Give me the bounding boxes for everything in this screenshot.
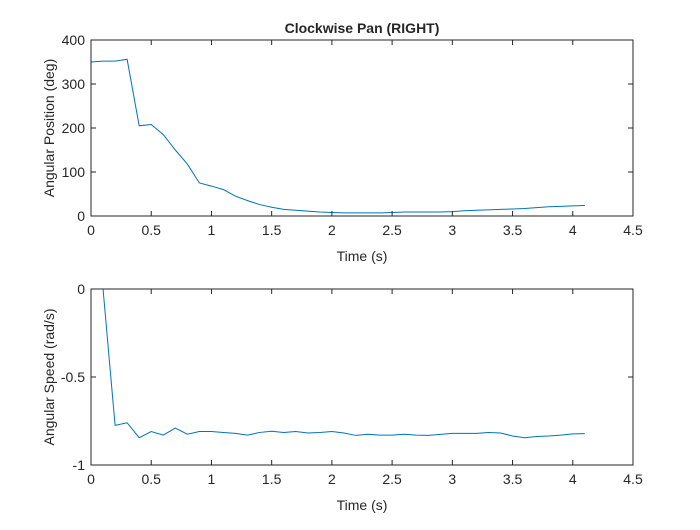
speed-x-tick-label: 0.5 — [141, 471, 161, 487]
speed-ticks-group: 0 0.5 1 1.5 2 2.5 3 3.5 4 4.5 -1 -0.5 0 — [61, 281, 643, 487]
speed-x-tick-label: 3 — [448, 471, 456, 487]
speed-axes-frame — [90, 288, 634, 466]
position-plot-area — [91, 40, 633, 216]
speed-y-axis-label: Angular Speed (rad/s) — [41, 309, 57, 446]
position-y-tick-label: 100 — [62, 164, 86, 180]
speed-plot-area — [91, 289, 633, 465]
position-y-tick-label: 0 — [77, 208, 85, 224]
speed-y-tick-label: -0.5 — [61, 369, 85, 385]
position-x-tick-label: 2 — [328, 222, 336, 238]
speed-x-tick-label: 0 — [87, 471, 95, 487]
position-ticks-group: 0 0.5 1 1.5 2 2.5 3 3.5 4 4.5 0 100 200 300 400 — [62, 32, 643, 238]
speed-x-tick-label: 2 — [328, 471, 336, 487]
position-y-tick-label: 300 — [62, 76, 86, 92]
position-x-tick-label: 4.5 — [623, 222, 643, 238]
position-x-tick-label: 0.5 — [141, 222, 161, 238]
position-x-tick-label: 0 — [87, 222, 95, 238]
position-y-tick-label: 400 — [62, 32, 86, 48]
position-x-tick-label: 3.5 — [503, 222, 523, 238]
speed-x-tick-label: 1.5 — [262, 471, 282, 487]
speed-x-tick-label: 3.5 — [503, 471, 523, 487]
position-y-tick-label: 200 — [62, 120, 86, 136]
position-x-tick-label: 4 — [569, 222, 577, 238]
position-x-axis-label: Time (s) — [337, 248, 388, 264]
position-series-group — [91, 58, 585, 214]
position-x-tick-label: 1 — [208, 222, 216, 238]
speed-x-tick-label: 2.5 — [382, 471, 402, 487]
speed-x-axis-label: Time (s) — [337, 497, 388, 513]
chart-title: Clockwise Pan (RIGHT) — [285, 20, 440, 36]
speed-x-tick-label: 1 — [208, 471, 216, 487]
speed-x-tick-label: 4 — [569, 471, 577, 487]
position-x-tick-label: 1.5 — [262, 222, 282, 238]
position-y-axis-label: Angular Position (deg) — [41, 59, 57, 198]
speed-y-tick-label: 0 — [77, 281, 85, 297]
speed-x-tick-label: 4.5 — [623, 471, 643, 487]
speed-series-line — [102, 288, 585, 439]
speed-subplot: 0 0.5 1 1.5 2 2.5 3 3.5 4 4.5 -1 -0.5 0 Time (s) Ang… — [41, 281, 643, 513]
position-x-tick-label: 3 — [448, 222, 456, 238]
position-subplot: 0 0.5 1 1.5 2 2.5 3 3.5 4 4.5 0 100 200 300 400 Clockw… — [41, 20, 643, 264]
speed-series-group — [102, 288, 585, 439]
position-axes-frame — [90, 39, 634, 217]
position-x-tick-label: 2.5 — [382, 222, 402, 238]
speed-y-tick-label: -1 — [73, 457, 86, 473]
position-series-line — [91, 58, 585, 214]
